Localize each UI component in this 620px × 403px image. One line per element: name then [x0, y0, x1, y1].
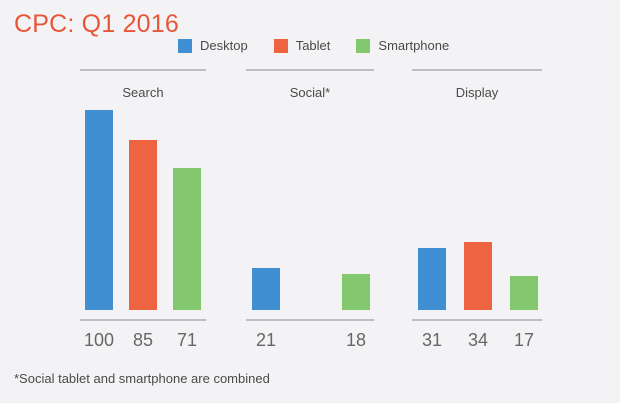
value-label-search-tablet: 85 — [133, 330, 153, 350]
legend-swatch-desktop — [178, 38, 192, 53]
legend-label-desktop: Desktop — [200, 38, 248, 53]
value-label-search-smartphone: 71 — [177, 330, 197, 350]
value-label-display-smartphone: 17 — [514, 330, 534, 350]
legend-swatch-smartphone — [356, 38, 371, 53]
legend-item-desktop: Desktop — [178, 38, 248, 53]
chart-title: CPC: Q1 2016 — [14, 10, 179, 38]
value-label-social-desktop: 21 — [256, 330, 276, 350]
bar-search-smartphone — [173, 168, 201, 310]
value-label-search-desktop: 100 — [84, 330, 114, 350]
bar-search-desktop — [85, 110, 113, 310]
value-label-social-smartphone: 18 — [346, 330, 366, 350]
category-label-display: Display — [456, 85, 499, 100]
legend-label-smartphone: Smartphone — [378, 38, 450, 53]
bar-social-desktop — [252, 268, 280, 310]
bar-display-smartphone — [510, 276, 538, 310]
legend-label-tablet: Tablet — [295, 38, 331, 53]
bar-search-tablet — [129, 140, 157, 310]
bar-display-tablet — [464, 242, 492, 310]
category-label-social: Social* — [290, 85, 330, 100]
legend-item-smartphone: Smartphone — [356, 38, 449, 53]
legend: Desktop Tablet Smartphone — [178, 38, 449, 53]
value-label-display-tablet: 34 — [468, 330, 488, 350]
legend-swatch-tablet — [273, 38, 288, 53]
bar-social-smartphone — [342, 274, 370, 310]
legend-item-tablet: Tablet — [273, 38, 331, 53]
footnote: *Social tablet and smartphone are combin… — [14, 371, 270, 386]
category-label-search: Search — [122, 85, 163, 100]
value-label-display-desktop: 31 — [422, 330, 442, 350]
bar-display-desktop — [418, 248, 446, 310]
